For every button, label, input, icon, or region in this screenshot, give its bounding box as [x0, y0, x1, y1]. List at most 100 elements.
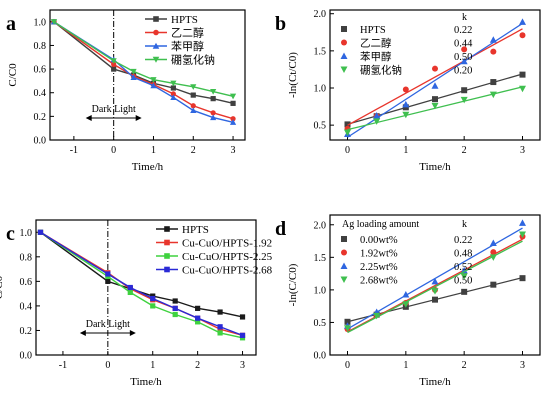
- data-point: [490, 48, 497, 55]
- data-point: [170, 80, 177, 87]
- y-tick-label: 0.5: [314, 318, 327, 329]
- data-point: [432, 96, 438, 103]
- x-tick-label: 2: [462, 145, 467, 156]
- data-point: [172, 298, 178, 304]
- data-point: [105, 271, 111, 277]
- arrow-right-icon: [135, 115, 142, 121]
- x-tick-label: 3: [520, 145, 525, 156]
- y-tick-label: 1.0: [34, 17, 47, 28]
- legend-label: HPTS: [171, 14, 198, 26]
- y-tick-label: 1.5: [314, 46, 327, 57]
- data-point: [217, 324, 223, 330]
- plot-frame: [329, 214, 541, 356]
- data-point: [190, 103, 196, 109]
- legend-label: Cu-CuO/HPTS-1.92: [182, 238, 272, 250]
- data-point: [490, 249, 497, 256]
- data-point: [489, 36, 497, 43]
- data-point: [230, 116, 236, 122]
- y-tick-label: 1.0: [314, 285, 327, 296]
- data-point: [402, 86, 409, 93]
- legend-k-value: 0.50: [454, 52, 472, 63]
- x-tick-label: 1: [403, 145, 408, 156]
- data-point: [519, 18, 526, 25]
- data-point: [519, 219, 526, 226]
- series-line: [53, 21, 234, 105]
- data-point: [490, 79, 497, 86]
- data-point: [461, 46, 468, 53]
- data-point: [460, 266, 468, 274]
- data-point: [195, 315, 201, 321]
- data-point: [431, 288, 439, 295]
- fit-line: [347, 28, 523, 126]
- data-point: [460, 96, 468, 104]
- legend-k-value: 0.20: [454, 66, 472, 77]
- y-tick-label: 0.5: [314, 121, 327, 132]
- y-tick-label: 0.6: [34, 65, 47, 76]
- data-point: [402, 301, 410, 308]
- legend-k-value: 0.44: [454, 39, 473, 50]
- series-3: [37, 229, 246, 338]
- data-point: [150, 77, 157, 83]
- series-3: [344, 231, 526, 334]
- x-tick-label: 3: [231, 145, 236, 156]
- legend-k-value: 0.50: [454, 276, 472, 287]
- y-tick-label: 0.0: [314, 351, 327, 362]
- legend-label: 乙二醇: [171, 26, 204, 40]
- panel-label: b: [275, 13, 286, 35]
- data-point: [432, 65, 438, 72]
- legend-k-value: 0.48: [454, 249, 472, 260]
- chart-panel-a: a -1 0 1 2 3 0.0 0.2 0.4 0.6 0.8 1.0 Time/h C/C0 Dark …: [6, 9, 246, 173]
- legend-k-value: 0.22: [454, 25, 472, 36]
- data-point: [195, 305, 201, 311]
- x-tick-label: 0: [345, 360, 350, 371]
- data-point: [402, 290, 410, 298]
- plot-frame: [35, 219, 257, 356]
- data-point: [519, 231, 526, 239]
- y-axis-label: -ln(Ct/C0): [287, 52, 299, 98]
- legend-marker: [164, 239, 170, 246]
- data-point: [130, 68, 137, 75]
- x-tick-label: 1: [150, 360, 155, 371]
- x-tick-label: 0: [111, 145, 116, 156]
- data-point: [210, 114, 217, 121]
- data-point: [170, 94, 177, 101]
- dark-light-annotation: Dark Light: [86, 319, 130, 330]
- data-point: [172, 311, 178, 318]
- y-axis-label: C/C0: [0, 275, 5, 299]
- data-point: [210, 96, 216, 102]
- x-tick-label: -1: [59, 360, 67, 371]
- data-point: [195, 319, 201, 325]
- x-axis-label: Time/h: [130, 376, 162, 388]
- legend-marker: [341, 249, 347, 256]
- data-point: [150, 303, 156, 309]
- legend-label: 硼氢化钠: [171, 53, 215, 67]
- legend-k-value: 0.52: [454, 262, 472, 273]
- series-line: [53, 21, 234, 120]
- series-2: [50, 18, 237, 125]
- plot-frame: [49, 9, 246, 141]
- arrow-right-icon: [129, 330, 136, 336]
- data-point: [105, 278, 111, 284]
- series-1: [51, 19, 236, 122]
- legend-k-header: k: [462, 12, 467, 23]
- series-2: [344, 18, 526, 138]
- data-point: [170, 85, 176, 91]
- x-tick-label: 0: [105, 360, 110, 371]
- legend-marker: [340, 276, 348, 283]
- data-point: [489, 91, 497, 99]
- data-point: [229, 119, 237, 125]
- data-point: [460, 57, 468, 65]
- data-point: [217, 309, 223, 315]
- legend-marker: [341, 39, 347, 46]
- x-axis-label: Time/h: [419, 161, 451, 173]
- y-tick-label: 0.4: [34, 88, 47, 99]
- legend-label: 苯甲醇: [360, 50, 392, 63]
- panel-label: d: [275, 218, 286, 240]
- data-point: [110, 58, 117, 64]
- data-point: [229, 93, 237, 100]
- legend-marker: [153, 16, 159, 22]
- data-point: [460, 273, 468, 280]
- legend-title: Ag loading amount: [342, 219, 419, 230]
